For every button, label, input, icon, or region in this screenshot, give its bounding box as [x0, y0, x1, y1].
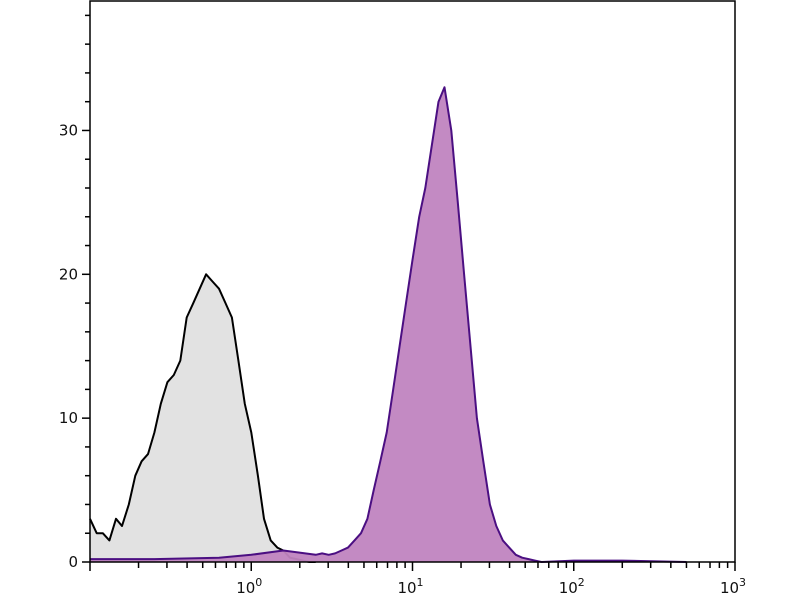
x-tick-exponent: 2	[578, 576, 585, 589]
series-1-line	[90, 86, 687, 563]
y-tick-label: 0	[68, 553, 78, 571]
x-tick-base: 10	[720, 579, 739, 597]
x-tick-label: 100	[236, 576, 262, 597]
x-tick-exponent: 3	[739, 576, 746, 589]
series-1-fill	[90, 87, 687, 563]
x-tick-label: 103	[720, 576, 746, 597]
x-tick-base: 10	[236, 579, 255, 597]
x-tick-base: 10	[397, 579, 416, 597]
x-tick-label: 102	[559, 576, 585, 597]
x-tick-base: 10	[559, 579, 578, 597]
y-tick-label: 30	[59, 121, 78, 139]
x-tick-exponent: 1	[417, 576, 424, 589]
y-tick-label: 10	[59, 409, 78, 427]
x-tick-label: 101	[397, 576, 423, 597]
series-layer	[89, 86, 687, 563]
y-tick-label: 20	[59, 265, 78, 283]
x-tick-exponent: 0	[255, 576, 262, 589]
series-0-line	[89, 273, 316, 563]
